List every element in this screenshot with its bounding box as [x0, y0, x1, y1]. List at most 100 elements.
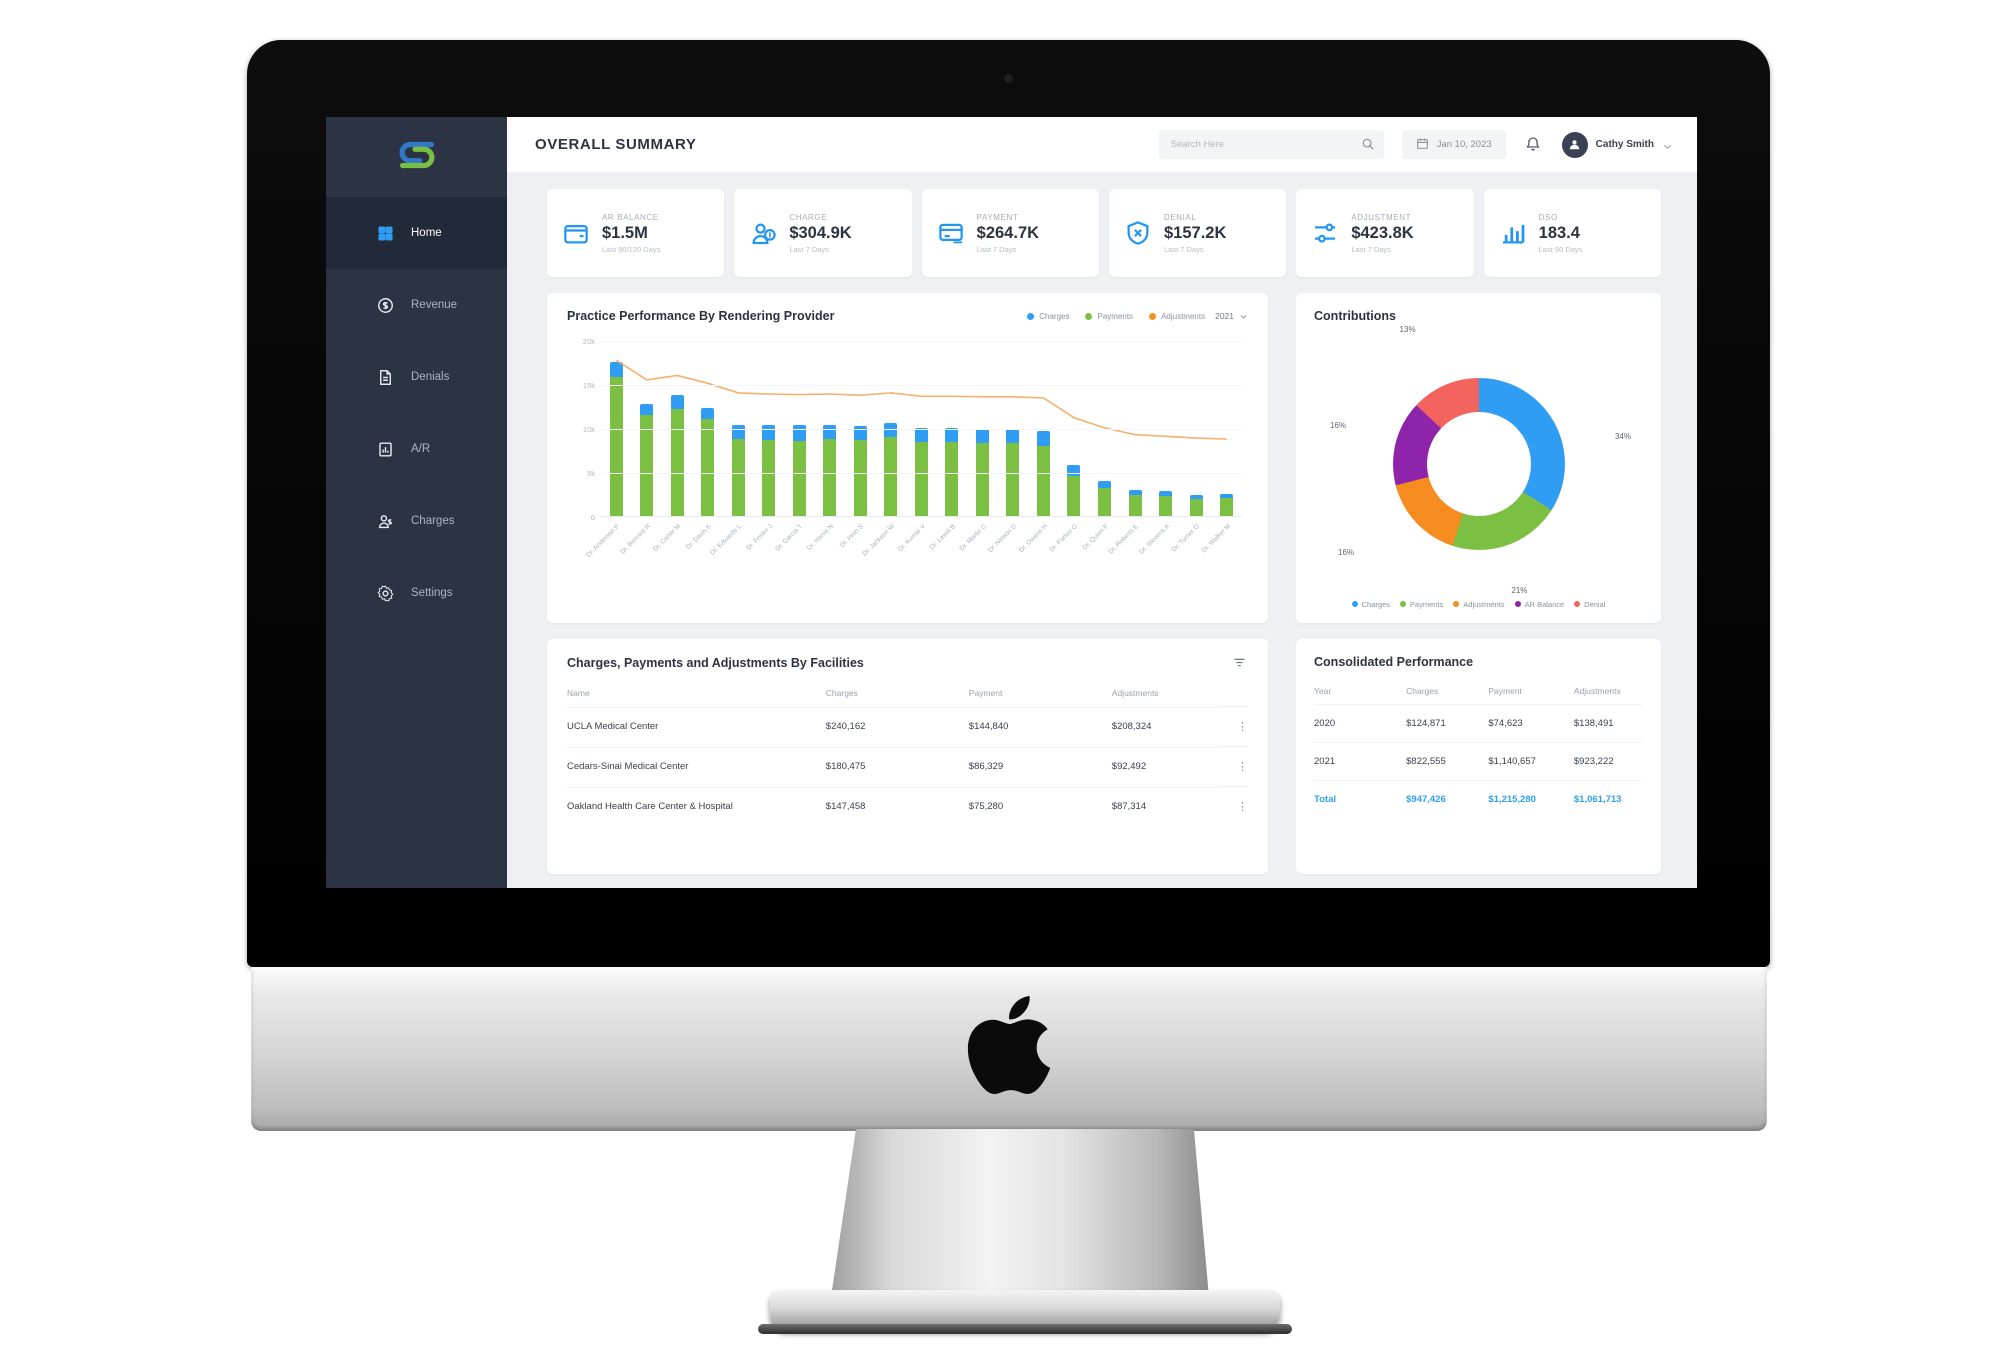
bar-12[interactable]	[945, 428, 959, 516]
row-menu-icon[interactable]: ⋮	[1220, 786, 1248, 826]
column-header: Year	[1314, 686, 1332, 696]
donut-legend-denial[interactable]: Denial	[1574, 600, 1605, 609]
table-cell: $240,162	[825, 707, 969, 745]
x-axis-label: Dr. Owens H	[1017, 523, 1049, 555]
table-cell: $92,492	[1111, 747, 1221, 785]
sidebar-item-label: Home	[411, 227, 442, 239]
sidebar-item-denials[interactable]: Denials	[326, 341, 507, 413]
search-input[interactable]	[1158, 130, 1384, 159]
x-axis-label: Dr. Jackson W	[861, 523, 896, 558]
table-cell: $1,140,657	[1488, 742, 1574, 780]
bar-15[interactable]	[1036, 430, 1050, 516]
bar-8[interactable]	[823, 424, 837, 516]
kpi-value: 183.4	[1538, 223, 1580, 242]
x-axis-label: Dr. Roberts E	[1107, 523, 1141, 556]
bar-17[interactable]	[1098, 480, 1111, 516]
sidebar-item-revenue[interactable]: Revenue	[326, 269, 507, 341]
adjustments-line	[601, 341, 1242, 454]
bar-16[interactable]	[1067, 464, 1081, 516]
table-cell: $144,840	[968, 707, 1112, 745]
legend-label: Charges	[1039, 311, 1070, 321]
kpi-card-ar-balance[interactable]: AR BALANCE $1.5M Last 90/120 Days	[547, 189, 725, 277]
kpi-subtitle: Last 90/120 Days	[602, 244, 661, 254]
facilities-panel: Charges, Payments and Adjustments By Fac…	[547, 639, 1269, 874]
imac-stand-foot-shadow	[758, 1324, 1292, 1334]
donut-legend-charges[interactable]: Charges	[1351, 599, 1390, 609]
kpi-card-dso[interactable]: DSO 183.4 Last 90 Days	[1483, 189, 1661, 277]
kpi-row: AR BALANCE $1.5M Last 90/120 Days CHARGE $30…	[547, 189, 1661, 277]
kpi-subtitle: Last 7 Days	[1163, 244, 1204, 254]
year-filter-dropdown[interactable]: 2021	[1215, 311, 1248, 321]
column-header: Charges	[1406, 686, 1439, 696]
kpi-label: DENIAL	[1163, 212, 1197, 222]
charge-icon	[748, 218, 778, 248]
grid-icon	[374, 222, 396, 244]
donut-label-ar-balance: 16%	[1330, 420, 1347, 430]
bar-5[interactable]	[731, 424, 745, 516]
kpi-card-denial[interactable]: DENIAL $157.2K Last 7 Days	[1108, 189, 1287, 277]
sidebar-item-charges[interactable]: Charges	[326, 485, 507, 557]
bar-1[interactable]	[609, 362, 623, 516]
legend-label: Charges	[1361, 599, 1390, 609]
donut-legend-adjustments[interactable]: Adjustments	[1453, 600, 1505, 609]
kpi-label: DSO	[1538, 212, 1558, 222]
bar-21[interactable]	[1220, 494, 1234, 516]
total-row: Total $947,426 $1,215,280 $1,061,713	[1314, 780, 1643, 818]
avatar	[1561, 131, 1588, 158]
bar-3[interactable]	[670, 394, 684, 516]
sidebar-item-ar[interactable]: A/R	[326, 413, 507, 485]
legend-label: Payments	[1409, 599, 1444, 609]
wallet-icon	[561, 218, 591, 248]
bar-13[interactable]	[975, 428, 989, 516]
user-menu[interactable]: Cathy Smith	[1561, 131, 1673, 158]
x-axis-label: Dr. Nelson D	[987, 523, 1019, 555]
donut-ring	[1392, 378, 1565, 551]
column-header: Payment	[968, 688, 1003, 698]
table-cell: Cedars-Sinai Medical Center	[567, 747, 826, 785]
bell-icon[interactable]	[1524, 135, 1544, 155]
bar-18[interactable]	[1128, 489, 1142, 516]
legend-dot	[1351, 601, 1358, 607]
bar-2[interactable]	[640, 404, 654, 516]
dso-icon	[1498, 218, 1528, 248]
donut-legend-ar-balance[interactable]: AR Balance	[1514, 600, 1564, 609]
kpi-label: PAYMENT	[976, 212, 1019, 222]
table-row: Cedars-Sinai Medical Center $180,475 $86,3…	[567, 746, 1248, 786]
sidebar-item-settings[interactable]: Settings	[326, 557, 507, 629]
filter-icon[interactable]	[1232, 655, 1248, 671]
table-cell: UCLA Medical Center	[567, 707, 826, 745]
column-header: Name	[567, 688, 590, 698]
bar-4[interactable]	[701, 407, 715, 516]
donut-label-adjustments: 16%	[1338, 547, 1355, 557]
legend-charges[interactable]: Charges	[1027, 312, 1069, 321]
bar-20[interactable]	[1189, 494, 1203, 516]
webcam-dot	[1004, 74, 1013, 83]
row-menu-icon[interactable]: ⋮	[1220, 746, 1248, 786]
legend-adjustments[interactable]: Adjustments	[1149, 312, 1205, 321]
app-logo[interactable]	[326, 117, 507, 197]
table-cell: $87,314	[1111, 787, 1221, 825]
legend-payments[interactable]: Payments	[1085, 312, 1133, 321]
donut-label-denial: 13%	[1399, 325, 1416, 334]
bar-19[interactable]	[1159, 490, 1173, 516]
sidebar-item-home[interactable]: Home	[326, 197, 507, 269]
legend-dot	[1514, 601, 1521, 607]
row-menu-icon[interactable]: ⋮	[1220, 706, 1248, 746]
date-picker[interactable]: Jan 10, 2023	[1401, 130, 1506, 159]
bar-11[interactable]	[914, 428, 928, 516]
search-icon[interactable]	[1361, 137, 1375, 151]
y-axis-tick: 15k	[582, 381, 595, 390]
bar-14[interactable]	[1006, 428, 1020, 516]
imac-stand-foot	[770, 1290, 1280, 1330]
donut-legend-payments[interactable]: Payments	[1399, 599, 1444, 609]
facilities-table: Name Charges Payment Adjustments UCLA Medica…	[567, 681, 1248, 826]
kpi-card-adjustment[interactable]: ADJUSTMENT $423.8K Last 7 Days	[1296, 189, 1474, 277]
table-row: UCLA Medical Center $240,162 $144,840 $208,…	[567, 706, 1248, 746]
kpi-subtitle: Last 7 Days	[1351, 244, 1391, 254]
main-area: OVERALL SUMMARY Jan 10, 2023	[507, 117, 1697, 888]
chevron-down-icon	[1662, 139, 1673, 150]
kpi-card-payment[interactable]: PAYMENT $264.7K Last 7 Days	[921, 189, 1099, 277]
kpi-label: CHARGE	[789, 212, 828, 222]
total-cell: $947,426	[1406, 780, 1489, 818]
kpi-card-charge[interactable]: CHARGE $304.9K Last 7 Days	[734, 189, 912, 277]
